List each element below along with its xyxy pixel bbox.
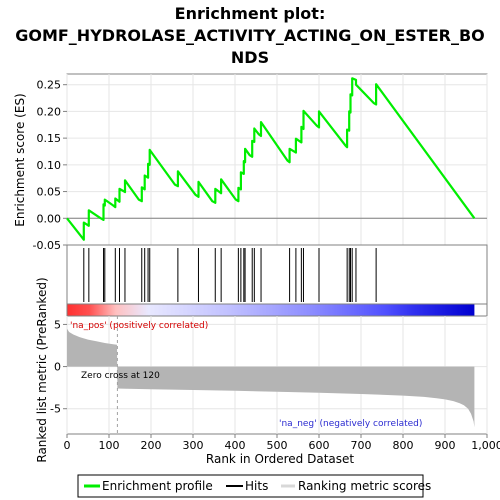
x-tick-label: 0 [64, 439, 71, 452]
es-y-tick-label: -0.05 [33, 239, 61, 252]
x-axis-ticks: 0 100 200 300 400 500 600 700 800 900 1,000 [64, 434, 500, 452]
x-tick-label: 500 [267, 439, 288, 452]
x-tick-label: 900 [435, 439, 456, 452]
ranked-metric-area [67, 328, 475, 428]
hit-marks [83, 248, 377, 302]
legend-hits-label: Hits [245, 479, 268, 493]
x-tick-label: 800 [393, 439, 414, 452]
x-tick-label: 400 [225, 439, 246, 452]
metric-y-ticks: 5 0 -5 [50, 318, 67, 416]
es-y-tick-label: 0.15 [37, 132, 62, 145]
legend-box [77, 474, 424, 498]
metric-y-tick-label: -5 [50, 403, 61, 416]
es-y-tick-label: 0.05 [37, 186, 62, 199]
metric-y-tick-label: 5 [54, 318, 61, 331]
x-axis-label: Rank in Ordered Dataset [206, 452, 354, 466]
enrichment-profile-line [66, 77, 476, 241]
x-tick-label: 200 [141, 439, 162, 452]
es-y-axis-label: Enrichment score (ES) [13, 93, 27, 226]
es-y-ticks: -0.05 0.00 0.05 0.10 0.15 0.20 0.25 [33, 79, 67, 252]
legend-profile-label: Enrichment profile [102, 479, 213, 493]
x-tick-label: 300 [183, 439, 204, 452]
es-y-tick-label: 0.00 [37, 212, 62, 225]
chart-title-line3: NDS [231, 48, 269, 67]
es-y-tick-label: 0.25 [37, 79, 62, 92]
metric-y-tick-label: 0 [54, 361, 61, 374]
zero-cross-label: Zero cross at 120 [81, 371, 160, 381]
x-tick-label: 600 [309, 439, 330, 452]
rank-color-bar [67, 304, 475, 316]
negative-correlation-label: 'na_neg' (negatively correlated) [279, 419, 422, 429]
metric-y-axis-label: Ranked list metric (PreRanked) [35, 277, 49, 462]
es-y-tick-label: 0.20 [37, 105, 62, 118]
positive-correlation-label: 'na_pos' (positively correlated) [70, 321, 208, 331]
chart-title-line1: Enrichment plot: [175, 4, 326, 23]
x-tick-label: 700 [351, 439, 372, 452]
chart-title-line2: GOMF_HYDROLASE_ACTIVITY_ACTING_ON_ESTER_… [15, 26, 485, 45]
es-y-tick-label: 0.10 [37, 159, 62, 172]
hits-panel [66, 244, 488, 305]
x-tick-label: 100 [99, 439, 120, 452]
metric-gridlines [66, 316, 488, 434]
legend-ranking-label: Ranking metric scores [298, 479, 431, 493]
x-tick-label: 1,000 [471, 439, 500, 452]
